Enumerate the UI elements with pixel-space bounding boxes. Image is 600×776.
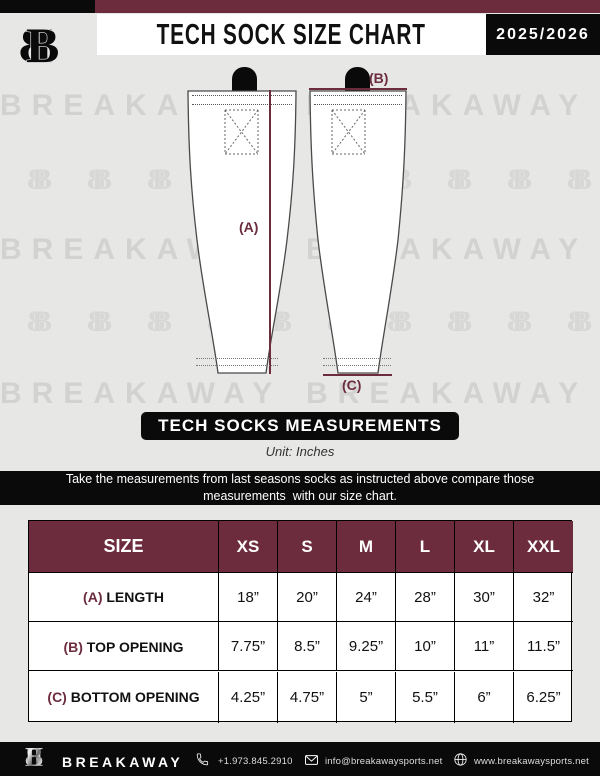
svg-text:B: B: [25, 744, 43, 772]
